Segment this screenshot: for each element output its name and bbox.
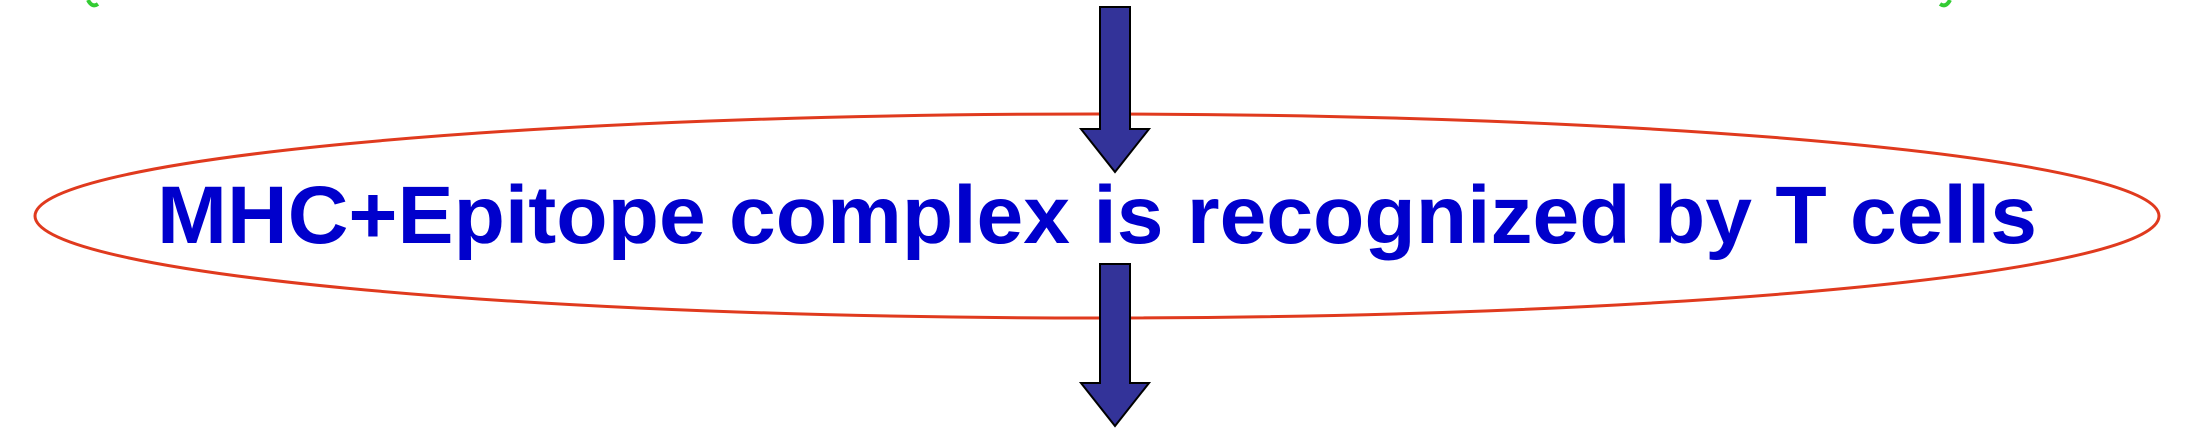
caption-text: MHC+Epitope complex is recognized by T c…	[157, 170, 2037, 261]
corner-accent-left	[86, 0, 100, 8]
down-arrow-top	[1078, 6, 1152, 174]
down-arrow-bottom	[1078, 263, 1152, 428]
corner-accent-right	[1938, 0, 1952, 8]
caption-ellipse	[33, 112, 2161, 320]
